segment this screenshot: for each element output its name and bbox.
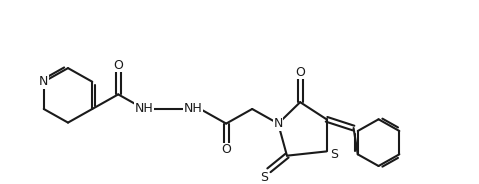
- Text: S: S: [260, 171, 268, 184]
- Text: N: N: [274, 117, 283, 130]
- Text: O: O: [114, 59, 123, 72]
- Text: NH: NH: [135, 102, 154, 116]
- Text: O: O: [221, 143, 231, 156]
- Text: NH: NH: [184, 102, 203, 116]
- Text: S: S: [331, 148, 339, 161]
- Text: O: O: [295, 66, 305, 79]
- Text: N: N: [39, 75, 48, 88]
